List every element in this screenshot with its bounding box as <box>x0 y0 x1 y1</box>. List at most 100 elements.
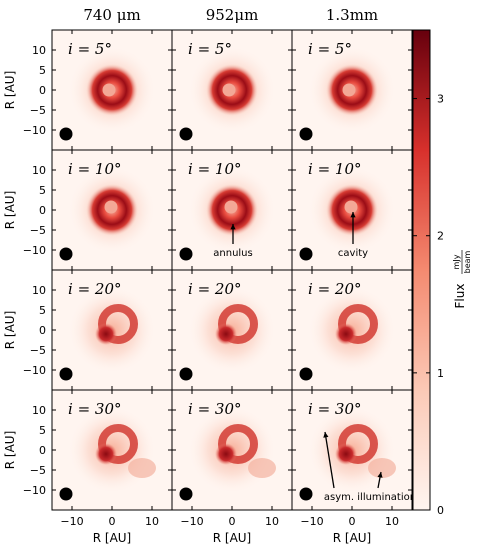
disk-core <box>215 443 237 465</box>
colorbar-unit-num: mJy <box>452 254 461 269</box>
panel-3-1: i = 20° 10 5 0 −5 −10 R [AU] <box>3 269 173 391</box>
inclination-label: i = 20° <box>68 280 122 298</box>
annulus-arrow-head <box>230 224 236 230</box>
inclination-label: i = 30° <box>188 400 242 418</box>
panel-4-1: i = 30° 10 5 0 −5 −10 R [AU] −10 0 10 R [AU] <box>3 389 173 545</box>
panel-1-1: i = 5° 10 5 0 −5 −10 R [AU] <box>3 29 173 151</box>
disk-lobe <box>368 458 396 478</box>
colorbar-ticks: 0 1 2 3 <box>413 93 444 517</box>
beam-ellipse <box>59 367 73 381</box>
annulus-arrow <box>230 224 236 244</box>
column-title-3: 1.3mm <box>326 6 378 24</box>
colorbar-tick-label: 1 <box>437 367 444 380</box>
asym-arrow-left-shaft <box>324 431 335 489</box>
panel-4-2: i = 30° −10 0 10 R [AU] <box>171 389 293 545</box>
cavity-arrow <box>350 212 356 244</box>
disk-lobe <box>128 458 156 478</box>
panel-2-3: i = 10° <box>291 149 413 271</box>
y-tick-label: −10 <box>23 364 46 377</box>
x-axis-label: R [AU] <box>93 531 132 545</box>
colorbar-label: Flux mJy beam <box>452 250 472 308</box>
disk-cavity <box>342 83 356 97</box>
y-tick-label: 0 <box>39 444 46 457</box>
beam-ellipse <box>59 487 73 501</box>
beam-ellipse <box>179 127 193 141</box>
annulus-label: annulus <box>213 248 252 259</box>
cavity-arrow-head <box>350 212 356 218</box>
y-tick-label: −10 <box>23 484 46 497</box>
asym-label: asym. illumination <box>324 492 416 503</box>
y-tick-label: −5 <box>30 464 46 477</box>
y-tick-label: 5 <box>39 184 46 197</box>
beam-ellipse <box>59 127 73 141</box>
asym-arrow-right <box>377 471 383 489</box>
panel-1-2: i = 5° <box>171 29 293 151</box>
y-tick-label: 10 <box>32 404 46 417</box>
inclination-label: i = 10° <box>188 160 242 178</box>
inclination-label: i = 30° <box>68 400 122 418</box>
y-tick-label: −10 <box>23 244 46 257</box>
disk-lobe <box>248 458 276 478</box>
y-tick-label: 0 <box>39 204 46 217</box>
inclination-label: i = 10° <box>68 160 122 178</box>
x-tick-label: −10 <box>60 515 83 528</box>
y-tick-label: 10 <box>32 284 46 297</box>
y-tick-label: 0 <box>39 324 46 337</box>
y-tick-label: −10 <box>23 124 46 137</box>
asym-arrow-left <box>323 431 335 489</box>
y-tick-label: −5 <box>30 224 46 237</box>
inclination-label: i = 5° <box>68 40 112 58</box>
beam-ellipse <box>59 247 73 261</box>
inclination-label: i = 5° <box>188 40 232 58</box>
x-tick-label: −10 <box>180 515 203 528</box>
panel-3-2: i = 20° <box>171 269 293 391</box>
y-tick-label: 0 <box>39 84 46 97</box>
beam-ellipse <box>299 127 313 141</box>
asym-arrow-left-head <box>323 432 329 438</box>
disk-cavity <box>104 200 118 214</box>
beam-ellipse <box>179 367 193 381</box>
inclination-label: i = 10° <box>308 160 362 178</box>
disk-core <box>215 323 237 345</box>
colorbar-tick-label: 3 <box>437 93 444 106</box>
x-tick-label: 0 <box>229 515 236 528</box>
asym-arrow-right-head <box>377 472 383 478</box>
y-axis-label: R [AU] <box>3 191 17 230</box>
panel-2-2: i = 10° <box>171 149 293 271</box>
colorbar-unit-den: beam <box>463 250 472 273</box>
colorbar-tick-label: 0 <box>437 504 444 517</box>
y-axis-label: R [AU] <box>3 71 17 110</box>
disk-cavity <box>102 83 116 97</box>
beam-ellipse <box>299 247 313 261</box>
disk-core <box>95 443 117 465</box>
x-axis-label: R [AU] <box>213 531 252 545</box>
beam-ellipse <box>299 487 313 501</box>
beam-ellipse <box>299 367 313 381</box>
panel-2-1: i = 10° 10 5 0 −5 −10 R [AU] <box>3 149 173 271</box>
colorbar-tick-label: 2 <box>437 230 444 243</box>
x-tick-label: 0 <box>109 515 116 528</box>
beam-ellipse <box>179 487 193 501</box>
y-tick-label: −5 <box>30 104 46 117</box>
colorbar-label-text: Flux <box>453 284 467 309</box>
y-tick-label: 5 <box>39 64 46 77</box>
panel-grid: i = 5° 10 5 0 −5 −10 R [AU] i = 5° i = 5° i = 10°… <box>3 29 416 545</box>
cavity-label: cavity <box>338 248 368 259</box>
x-tick-label: 10 <box>145 515 159 528</box>
x-tick-label: 0 <box>349 515 356 528</box>
y-axis-label: R [AU] <box>3 431 17 470</box>
inclination-label: i = 30° <box>308 400 362 418</box>
inclination-label: i = 20° <box>188 280 242 298</box>
inclination-label: i = 5° <box>308 40 352 58</box>
y-tick-label: 10 <box>32 44 46 57</box>
disk-core <box>335 443 357 465</box>
panel-3-3: i = 20° <box>291 269 413 391</box>
y-tick-label: 10 <box>32 164 46 177</box>
inclination-label: i = 20° <box>308 280 362 298</box>
y-axis-label: R [AU] <box>3 311 17 350</box>
y-tick-label: 5 <box>39 424 46 437</box>
disk-cavity <box>222 83 236 97</box>
x-tick-label: −10 <box>300 515 323 528</box>
column-title-2: 952μm <box>206 6 259 24</box>
